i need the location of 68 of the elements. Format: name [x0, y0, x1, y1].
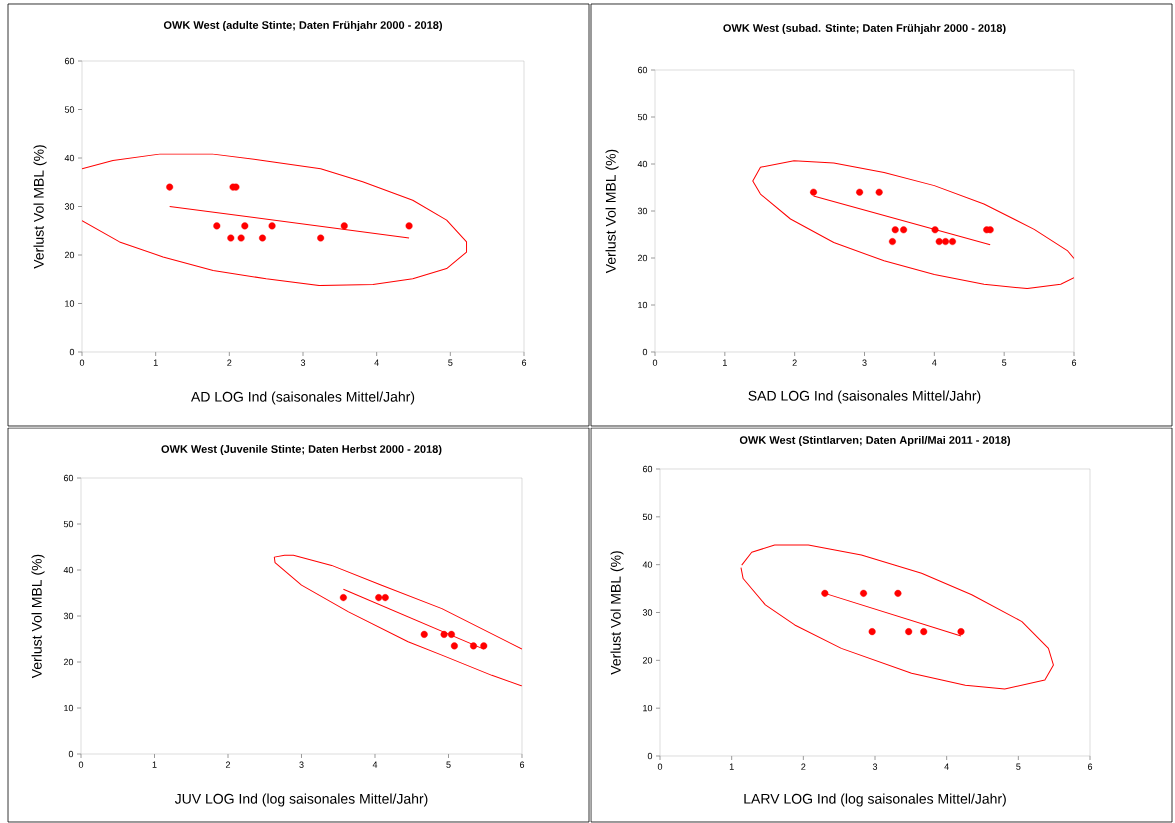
x-tick-label: 6: [1087, 763, 1093, 770]
x-tick-label: 0: [79, 359, 85, 366]
x-tick-label: 6: [519, 761, 525, 768]
x-tick-label: 0: [78, 761, 84, 768]
y-axis-title: Verlust Vol MBL (%): [33, 145, 47, 269]
x-tick-label: 1: [153, 359, 158, 366]
x-tick-label: 1: [729, 763, 734, 770]
y-tick-label: 10: [643, 704, 653, 712]
y-tick-label: 60: [642, 465, 653, 473]
x-tick-label: 2: [801, 763, 806, 770]
x-tick-label: 4: [932, 359, 937, 366]
x-tick-label: 6: [1071, 359, 1077, 366]
x-tick-label: 3: [862, 359, 867, 366]
chart-title: OWK West (subad. Stinte; Daten Frühjahr 2000 - 2018): [723, 23, 1006, 35]
x-tick-label: 1: [152, 761, 157, 768]
x-axis-title: JUV LOG Ind (log saisonales Mittel/Jahr): [174, 793, 428, 807]
y-tick-label: 50: [637, 113, 648, 121]
x-tick-label: 4: [372, 761, 378, 768]
y-tick-label: 0: [68, 750, 74, 758]
y-tick-label: 20: [637, 254, 648, 262]
x-axis-title: AD LOG Ind (saisonales Mittel/Jahr): [190, 391, 415, 405]
y-tick-label: 30: [637, 207, 648, 215]
y-tick-label: 10: [64, 704, 74, 712]
x-tick-label: 6: [521, 359, 527, 366]
chart-title: OWK West (Juvenile Stinte; Daten Herbst 2000 - 2018): [161, 444, 442, 456]
x-axis-title: SAD LOG Ind (saisonales Mittel/Jahr): [748, 390, 981, 404]
x-tick-label: 5: [448, 359, 453, 366]
x-tick-label: 1: [723, 359, 727, 366]
y-tick-label: 0: [69, 348, 75, 356]
x-tick-label: 3: [300, 359, 306, 366]
y-tick-label: 20: [63, 658, 74, 666]
y-axis-title: Verlust Vol MBL (%): [605, 149, 619, 274]
y-tick-label: 30: [642, 609, 653, 616]
y-tick-label: 10: [65, 300, 75, 307]
y-axis-title: Verlust Vol MBL (%): [31, 554, 45, 679]
y-tick-label: 20: [642, 657, 653, 664]
y-tick-label: 40: [64, 154, 75, 162]
y-tick-label: 60: [637, 66, 648, 74]
x-tick-label: 2: [792, 359, 797, 366]
x-tick-label: 5: [446, 761, 451, 768]
y-tick-label: 40: [637, 160, 648, 168]
y-tick-label: 20: [64, 251, 75, 259]
y-tick-label: 50: [64, 106, 75, 113]
x-tick-label: 5: [1016, 763, 1021, 770]
x-tick-label: 2: [227, 359, 232, 366]
y-tick-label: 60: [63, 474, 74, 482]
y-tick-label: 30: [64, 203, 75, 210]
x-tick-label: 0: [652, 359, 658, 366]
x-tick-label: 5: [1002, 359, 1007, 366]
y-tick-label: 40: [642, 561, 653, 568]
y-tick-label: 30: [63, 612, 74, 620]
y-tick-label: 60: [64, 57, 75, 65]
x-tick-label: 3: [299, 761, 304, 768]
y-tick-label: 50: [642, 513, 653, 521]
x-tick-label: 4: [374, 359, 379, 366]
x-tick-label: 4: [944, 763, 949, 770]
y-tick-label: 0: [647, 752, 653, 760]
x-axis-title: LARV LOG Ind (log saisonales Mittel/Jahr): [744, 793, 1006, 807]
y-tick-label: 10: [638, 301, 648, 309]
x-tick-label: 2: [225, 761, 231, 768]
y-tick-label: 0: [642, 348, 648, 356]
x-tick-label: 0: [657, 763, 663, 770]
x-tick-label: 3: [872, 763, 878, 770]
chart-title: OWK West (adulte Stinte; Daten Frühjahr 2000 - 2018): [163, 20, 443, 32]
y-tick-label: 40: [63, 566, 74, 574]
y-tick-label: 50: [63, 520, 74, 528]
chart-title: OWK West (Stintlarven; Daten April/Mai 2011 - 2018): [739, 435, 1011, 447]
y-axis-title: Verlust Vol MBL (%): [610, 551, 624, 675]
